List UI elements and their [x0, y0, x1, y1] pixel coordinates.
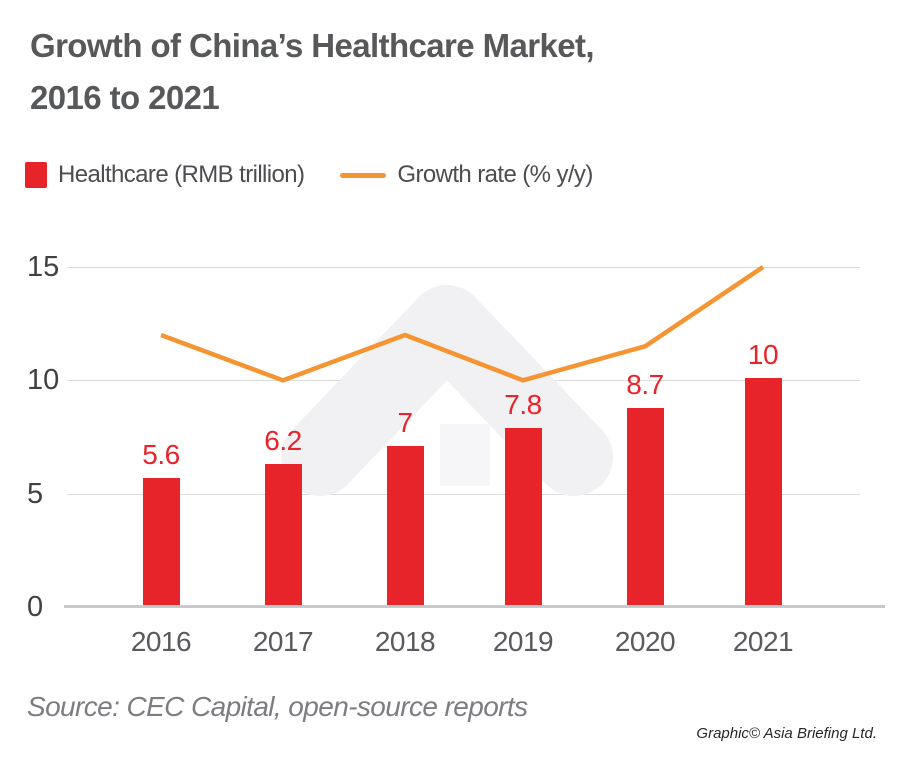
gridline-5: [67, 493, 860, 495]
bar-value-label-2019: 7.8: [504, 389, 542, 421]
x-tick-label-2020: 2020: [614, 626, 676, 657]
legend: Healthcare (RMB trillion) Growth rate (%…: [25, 161, 593, 189]
x-tick-label-2019: 2019: [492, 626, 554, 657]
x-tick-label-2016: 2016: [130, 626, 192, 657]
growth-rate-line: [160, 265, 765, 383]
bar-2020: [626, 407, 664, 605]
bar-value-label-2018: 7: [397, 407, 413, 439]
x-tick-label-2017: 2017: [252, 626, 314, 657]
x-axis-baseline: [64, 605, 885, 608]
y-tick-label-10: 10: [27, 364, 60, 397]
legend-label-healthcare: Healthcare (RMB trillion): [58, 161, 305, 188]
plot-area: 5.6 2016 6.2 2017 7 2018 7.8 2019 8.7 2020 10 2021: [64, 265, 885, 657]
legend-label-growth: Growth rate (% y/y): [397, 161, 593, 188]
y-tick-label-15: 15: [27, 251, 60, 283]
y-tick-label-0: 0: [27, 591, 44, 623]
bar-2021: [744, 378, 782, 605]
bar-value-label-2020: 8.7: [626, 368, 664, 400]
bar-2019: [504, 428, 542, 605]
legend-square-icon: [25, 162, 47, 188]
bar-2017: [264, 464, 302, 605]
bar-value-label-2017: 6.2: [264, 425, 302, 457]
chart-title-line2: 2016 to 2021: [30, 79, 220, 116]
bar-value-label-2016: 5.6: [142, 439, 180, 471]
legend-line-icon: [340, 172, 387, 178]
x-tick-label-2021: 2021: [732, 626, 794, 657]
x-tick-label-2018: 2018: [374, 626, 436, 657]
y-tick-label-5: 5: [27, 477, 44, 510]
bar-value-label-2021: 10: [747, 339, 779, 371]
chart-title: Growth of China’s Healthcare Market, 201…: [30, 20, 595, 124]
chart-title-line1: Growth of China’s Healthcare Market,: [30, 27, 595, 64]
source-note: Source: CEC Capital, open-source reports: [27, 691, 528, 722]
bar-2016: [142, 478, 180, 605]
asia-briefing-watermark-icon: [281, 285, 613, 496]
graphic-credit: Graphic© Asia Briefing Ltd.: [696, 725, 877, 742]
bar-2018: [386, 446, 424, 605]
gridline-15: [67, 267, 860, 268]
